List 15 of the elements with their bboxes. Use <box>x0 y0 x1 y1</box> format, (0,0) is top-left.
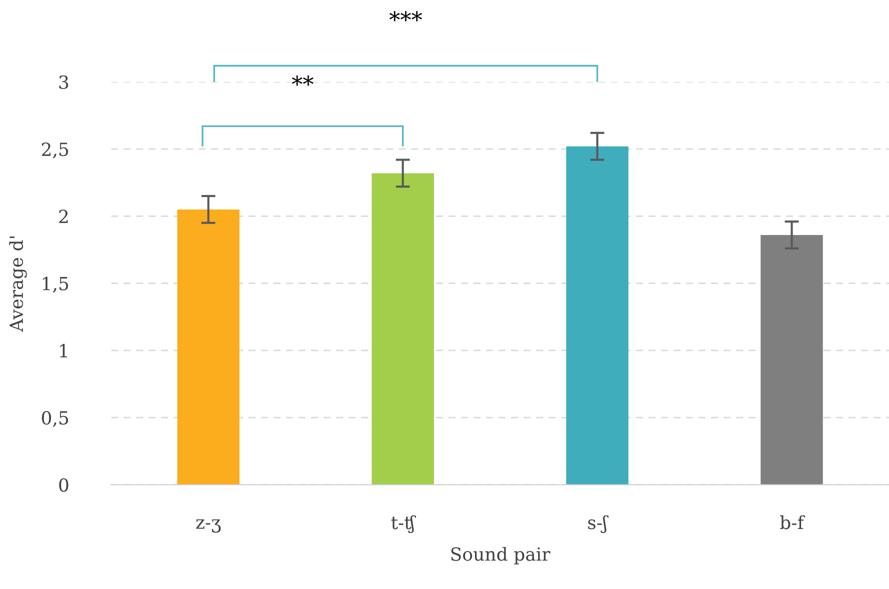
y-axis-title: Average d' <box>9 236 27 332</box>
y-tick-label: 2 <box>59 210 68 224</box>
text: *** <box>389 11 422 22</box>
y-tick-label: 3 <box>59 75 68 89</box>
y-tick-label: 2,5 <box>42 142 68 158</box>
y-tick-label: 0,5 <box>42 411 68 427</box>
y-tick-label: 1 <box>60 344 67 358</box>
y-tick-label: 1,5 <box>42 276 68 293</box>
x-tick-label: t-ʧ <box>391 515 416 534</box>
x-tick-label: b-f <box>780 515 806 530</box>
x-tick-label: z-ʒ <box>196 519 221 533</box>
x-tick-label: s-ʃ <box>588 515 609 534</box>
y-tick-label: 0 <box>59 478 68 492</box>
x-axis-title: Sound pair <box>451 546 550 564</box>
annotation: ** <box>292 76 314 86</box>
